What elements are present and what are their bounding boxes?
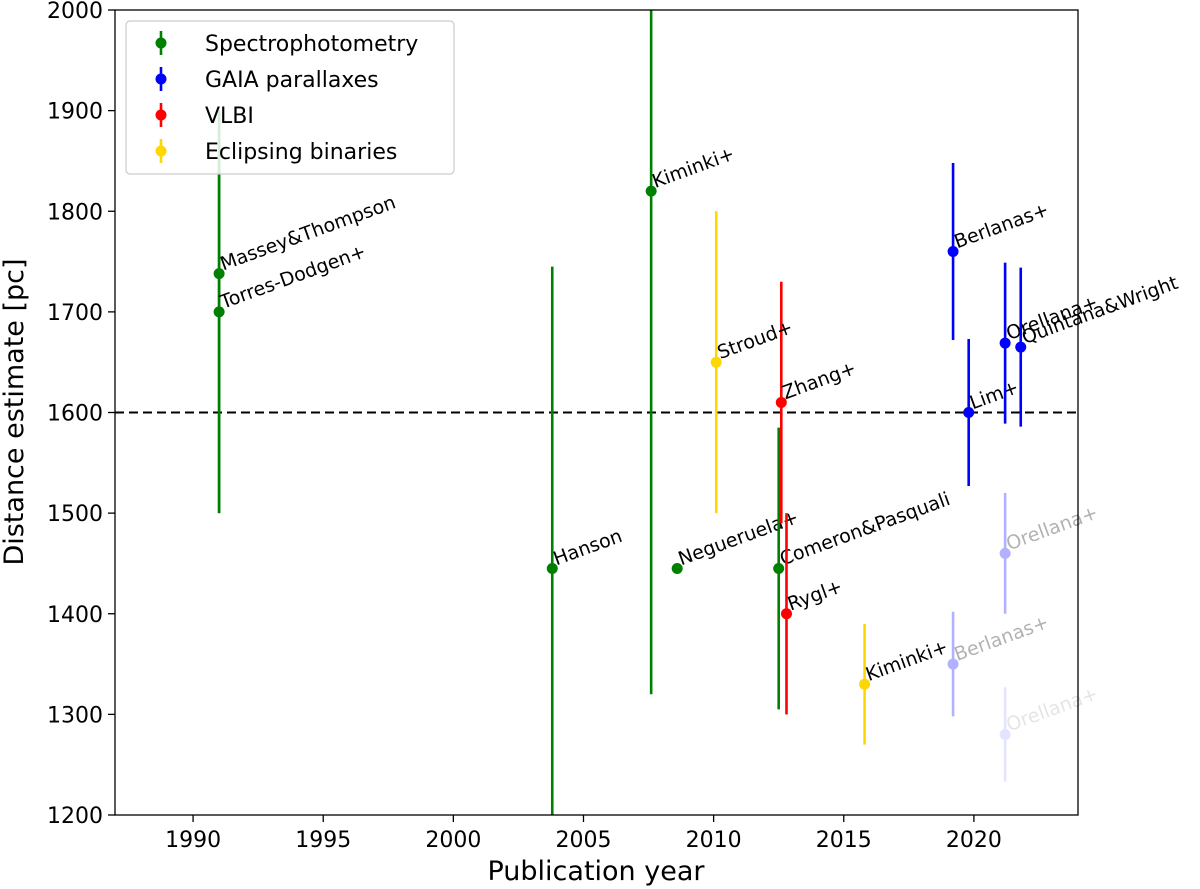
- y-axis-label: Distance estimate [pc]: [0, 258, 30, 565]
- x-tick-label: 2010: [686, 828, 742, 853]
- y-tick-label: 1600: [47, 402, 103, 427]
- vlbi-point: [780, 608, 792, 620]
- gaia-parallaxes-point: [947, 658, 959, 670]
- legend-eclipsing-binaries-marker: [155, 145, 167, 157]
- y-tick-label: 1300: [47, 703, 103, 728]
- y-tick-label: 1900: [47, 100, 103, 125]
- y-tick-label: 1500: [47, 502, 103, 527]
- spectrophotometry-point: [773, 562, 785, 574]
- eclipsing-binaries-point: [710, 356, 722, 368]
- legend-gaia-parallaxes-label: GAIA parallaxes: [205, 68, 379, 93]
- y-tick-label: 1700: [47, 301, 103, 326]
- axes: 1990 1995 2000 2005 2010 2015 2020 1200 1300 1400…: [47, 0, 1002, 853]
- x-axis-label: Publication year: [488, 856, 706, 887]
- vlbi-point: [775, 396, 787, 408]
- spectrophotometry-point: [213, 306, 225, 318]
- y-tick-label: 1800: [47, 200, 103, 225]
- legend: Spectrophotometry GAIA parallaxes VLBI Ecli…: [125, 20, 455, 175]
- eclipsing-binaries-point: [859, 678, 871, 690]
- spectrophotometry-point: [546, 562, 558, 574]
- x-tick-label: 2005: [555, 828, 611, 853]
- x-tick-label: 2020: [946, 828, 1002, 853]
- y-tick-label: 2000: [47, 0, 103, 24]
- spectrophotometry-point: [645, 185, 657, 197]
- gaia-parallaxes-point: [963, 407, 975, 418]
- gaia-parallaxes-point: [1015, 341, 1027, 353]
- x-tick-label: 1995: [295, 828, 351, 853]
- legend-vlbi-label: VLBI: [205, 104, 254, 129]
- legend-spectrophotometry-label: Spectrophotometry: [205, 32, 418, 57]
- legend-gaia-parallaxes-marker: [155, 73, 167, 85]
- legend-spectrophotometry-marker: [155, 37, 167, 49]
- gaia-parallaxes-point: [999, 337, 1011, 349]
- spectrophotometry-point: [671, 562, 683, 574]
- gaia-parallaxes-point: [947, 246, 959, 257]
- gaia-parallaxes-point: [999, 729, 1011, 740]
- legend-box: [125, 20, 455, 175]
- x-tick-label: 2000: [425, 828, 481, 853]
- x-tick-label: 2015: [816, 828, 872, 853]
- x-tick-label: 1990: [165, 828, 221, 853]
- gaia-parallaxes-point: [999, 547, 1011, 559]
- y-tick-label: 1200: [47, 804, 103, 829]
- legend-eclipsing-binaries-label: Eclipsing binaries: [205, 140, 397, 165]
- legend-vlbi-marker: [155, 109, 167, 121]
- y-tick-label: 1400: [47, 603, 103, 628]
